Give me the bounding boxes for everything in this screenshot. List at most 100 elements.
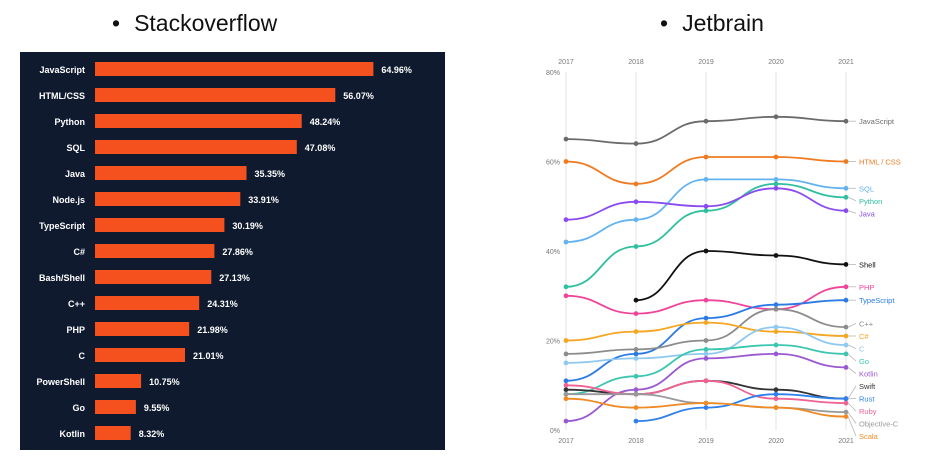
point-objective-c-0: [563, 391, 569, 397]
point-sql-0: [563, 239, 569, 245]
heading-jetbrain-text: Jetbrain: [682, 10, 764, 36]
category-label-sql: SQL: [66, 143, 85, 153]
y-tick-40: 40%: [546, 249, 560, 256]
point-typescript-1: [633, 351, 639, 357]
leader-scala: [847, 416, 857, 437]
leader-swift: [847, 385, 857, 399]
point-objective-c-4: [843, 409, 849, 415]
point-c-3: [773, 324, 779, 330]
bar-javascript: [95, 62, 374, 76]
bar-powershell: [95, 374, 142, 388]
bar-php: [95, 322, 190, 336]
x-tick-top-2021: 2021: [838, 59, 854, 66]
series-label-c: C++: [859, 320, 874, 329]
series-label-php: PHP: [859, 283, 874, 292]
point-typescript-0: [563, 378, 569, 384]
point-rust-1: [703, 405, 709, 410]
value-label-node-js: 33.91%: [248, 195, 279, 205]
point-shell-2: [773, 253, 779, 258]
bar-bash-shell: [95, 270, 212, 284]
point-swift-0: [563, 387, 569, 393]
series-label-scala: Scala: [859, 432, 879, 441]
point-rust-2: [773, 391, 779, 397]
heading-jetbrain: • Jetbrain: [660, 10, 764, 37]
point-scala-4: [843, 414, 849, 419]
series-label-python: Python: [859, 197, 882, 206]
x-tick-top-2020: 2020: [768, 59, 784, 66]
point-swift-3: [773, 387, 779, 393]
leader-kotlin: [847, 367, 857, 374]
stackoverflow-chart-panel: JavaScript 64.96% HTML/CSS 56.07% Python 48.2…: [20, 52, 445, 450]
jetbrain-chart-panel: 2017 2017 2018 2018 2019 2019 2020 2020 2021 2021…: [528, 52, 926, 450]
point-html-css-2: [703, 154, 709, 160]
value-label-python: 48.24%: [310, 117, 341, 127]
category-label-html-css: HTML/CSS: [39, 91, 85, 101]
point-typescript-3: [773, 302, 779, 308]
bar-sql: [95, 140, 297, 154]
point-go-2: [703, 347, 709, 352]
value-label-c: 24.31%: [207, 299, 238, 309]
category-label-python: Python: [55, 117, 86, 127]
point-c-1: [633, 329, 639, 334]
point-php-4: [843, 284, 849, 290]
point-kotlin-0: [563, 418, 569, 424]
point-java-4: [843, 208, 849, 214]
point-scala-3: [773, 405, 779, 410]
point-c-4: [843, 324, 849, 330]
point-c-3: [773, 306, 779, 312]
point-kotlin-1: [633, 387, 639, 393]
value-label-typescript: 30.19%: [232, 221, 263, 231]
point-javascript-1: [633, 141, 639, 146]
point-sql-2: [703, 177, 709, 182]
point-c-0: [563, 360, 569, 366]
point-shell-0: [633, 297, 639, 303]
category-label-c: C#: [73, 247, 85, 257]
point-html-css-0: [563, 159, 569, 164]
heading-stackoverflow: • Stackoverflow: [112, 10, 277, 37]
line-c: [565, 308, 847, 355]
point-typescript-2: [703, 315, 709, 321]
bar-typescript: [95, 218, 225, 232]
point-html-css-3: [773, 154, 779, 160]
point-python-1: [633, 244, 639, 249]
point-c-4: [843, 333, 849, 339]
x-tick-top-2019: 2019: [698, 59, 714, 66]
leader-ruby: [847, 402, 857, 412]
point-scala-0: [563, 396, 569, 402]
point-php-2: [703, 297, 709, 303]
x-tick-bottom-2017: 2017: [558, 438, 574, 445]
category-label-javascript: JavaScript: [39, 65, 85, 75]
point-kotlin-4: [843, 365, 849, 370]
x-tick-top-2018: 2018: [628, 59, 644, 66]
category-label-c: C: [79, 351, 86, 361]
category-label-go: Go: [73, 403, 86, 413]
point-javascript-0: [563, 136, 569, 142]
series-label-go: Go: [859, 357, 869, 366]
line-shell: [635, 250, 847, 302]
category-label-php: PHP: [66, 325, 85, 335]
category-label-kotlin: Kotlin: [60, 429, 86, 439]
category-label-bash-shell: Bash/Shell: [39, 273, 85, 283]
bar-python: [95, 114, 302, 128]
point-java-0: [563, 217, 569, 223]
series-label-c: C#: [859, 332, 869, 341]
bar-kotlin: [95, 426, 131, 440]
leader-python: [847, 196, 857, 202]
point-kotlin-2: [703, 356, 709, 361]
point-java-3: [773, 185, 779, 191]
line-rust: [635, 393, 847, 422]
point-c-1: [633, 347, 639, 352]
point-c-2: [703, 338, 709, 343]
y-tick-20: 20%: [546, 339, 560, 346]
series-label-swift: Swift: [859, 382, 876, 391]
series-label-rust: Rust: [859, 395, 875, 404]
series-label-ruby: Ruby: [859, 407, 877, 416]
category-label-c: C++: [68, 299, 85, 309]
series-label-java: Java: [859, 209, 876, 218]
jetbrain-line-chart: 2017 2017 2018 2018 2019 2019 2020 2020 2021 2021…: [546, 59, 901, 445]
series-label-sql: SQL: [859, 184, 874, 193]
series-label-c: C: [859, 345, 865, 354]
point-shell-1: [703, 248, 709, 254]
bar-c: [95, 348, 185, 362]
point-sql-1: [633, 217, 639, 223]
